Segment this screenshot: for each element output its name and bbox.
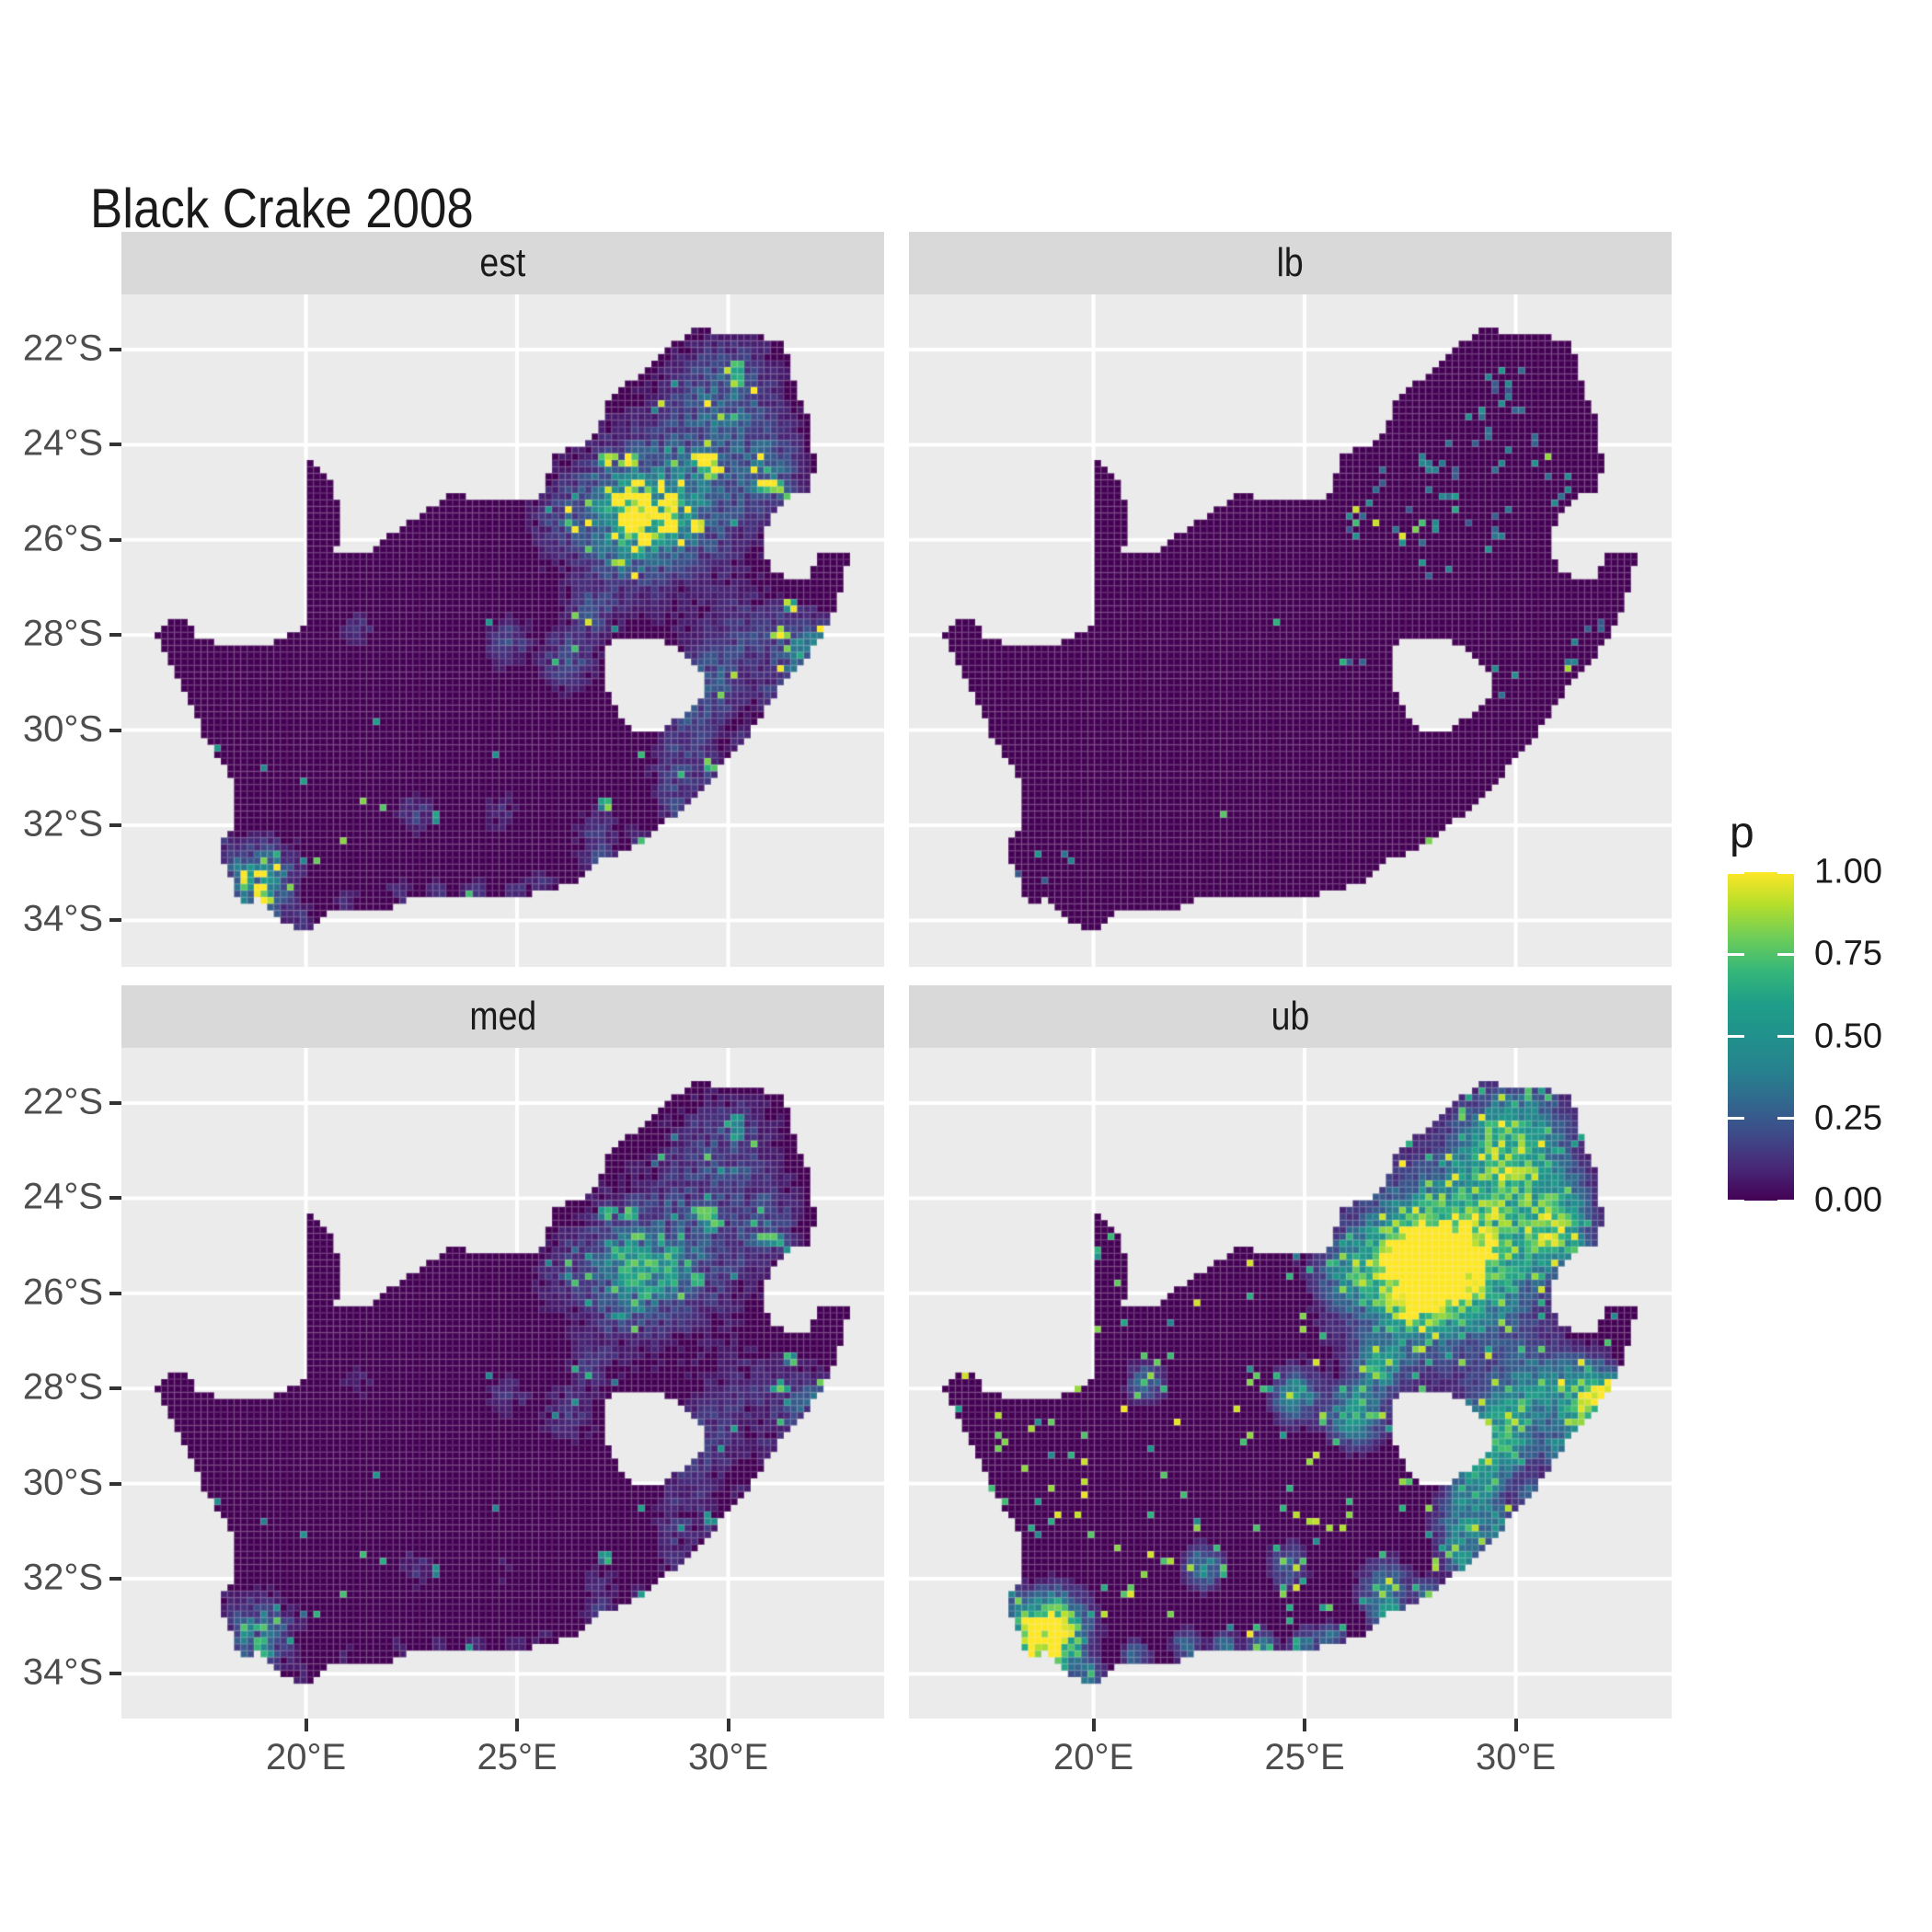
- legend-title: p: [1730, 809, 1754, 857]
- legend-colorbar-tick: [1728, 870, 1744, 874]
- y-axis-tick-mark: [109, 1481, 121, 1486]
- legend-tick-label: 1.00: [1814, 852, 1882, 891]
- y-axis-tick-mark: [109, 728, 121, 732]
- y-axis-tick-mark: [109, 1196, 121, 1201]
- legend-colorbar-tick: [1777, 952, 1794, 956]
- y-axis-tick-label: 34°S: [22, 898, 103, 939]
- legend-tick-label: 0.00: [1814, 1180, 1882, 1220]
- facet-strip-med: med: [121, 985, 884, 1048]
- panel-med: [121, 1048, 884, 1719]
- legend-colorbar-tick: [1728, 952, 1744, 956]
- panel-lb: [909, 294, 1672, 967]
- legend-tick-label: 0.50: [1814, 1017, 1882, 1055]
- y-axis-tick-mark: [109, 1291, 121, 1295]
- y-axis-tick-label: 30°S: [22, 708, 103, 750]
- facet-strip-est: est: [121, 232, 884, 294]
- map-canvas-ub: [909, 1048, 1672, 1719]
- y-axis-tick-mark: [109, 537, 121, 542]
- y-axis-tick-label: 26°S: [22, 518, 103, 559]
- legend-colorbar-tick: [1777, 870, 1794, 874]
- legend-tick-label: 0.25: [1814, 1098, 1882, 1138]
- facet-strip-label-lb: lb: [1276, 240, 1305, 285]
- facet-strip-lb: lb: [909, 232, 1672, 294]
- map-canvas-lb: [909, 294, 1672, 967]
- plot-title: Black Crake 2008: [90, 178, 474, 239]
- legend-colorbar-tick: [1728, 1035, 1744, 1038]
- facet-strip-label-med: med: [469, 994, 536, 1039]
- y-axis-tick-mark: [109, 822, 121, 827]
- y-axis-tick-label: 30°S: [22, 1462, 103, 1503]
- y-axis-tick-label: 34°S: [22, 1651, 103, 1693]
- y-axis-tick-mark: [109, 347, 121, 351]
- x-axis-tick-mark: [1091, 1719, 1096, 1731]
- y-axis-tick-label: 28°S: [22, 613, 103, 654]
- y-axis-tick-label: 24°S: [22, 422, 103, 464]
- facet-strip-label-ub: ub: [1271, 994, 1310, 1039]
- legend-tick-label: 0.75: [1814, 934, 1882, 973]
- x-axis-tick-label: 30°E: [1475, 1737, 1557, 1777]
- x-axis-tick-label: 20°E: [265, 1737, 347, 1777]
- y-axis-tick-label: 22°S: [22, 328, 103, 369]
- legend-colorbar-tick: [1777, 1117, 1794, 1121]
- y-axis-tick-label: 22°S: [22, 1081, 103, 1122]
- y-axis-tick-mark: [109, 1576, 121, 1581]
- panel-est: [121, 294, 884, 967]
- y-axis-tick-label: 24°S: [22, 1176, 103, 1217]
- x-axis-tick-mark: [726, 1719, 730, 1731]
- legend-colorbar-tick: [1777, 1035, 1794, 1038]
- x-axis-tick-label: 25°E: [477, 1737, 558, 1777]
- facet-strip-ub: ub: [909, 985, 1672, 1048]
- legend-colorbar-tick: [1728, 1117, 1744, 1121]
- x-axis-tick-mark: [1513, 1719, 1518, 1731]
- x-axis-tick-mark: [304, 1719, 308, 1731]
- y-axis-tick-label: 32°S: [22, 803, 103, 845]
- y-axis-tick-mark: [109, 1386, 121, 1391]
- y-axis-tick-mark: [109, 1100, 121, 1105]
- map-canvas-med: [121, 1048, 884, 1719]
- x-axis-tick-mark: [1303, 1719, 1307, 1731]
- facet-strip-label-est: est: [479, 240, 526, 285]
- x-axis-tick-label: 20°E: [1052, 1737, 1134, 1777]
- y-axis-tick-label: 32°S: [22, 1557, 103, 1598]
- y-axis-tick-mark: [109, 918, 121, 923]
- legend-colorbar-tick: [1777, 1199, 1794, 1202]
- panel-ub: [909, 1048, 1672, 1719]
- x-axis-tick-label: 25°E: [1264, 1737, 1345, 1777]
- y-axis-tick-label: 28°S: [22, 1366, 103, 1408]
- y-axis-tick-mark: [109, 1672, 121, 1676]
- y-axis-tick-label: 26°S: [22, 1271, 103, 1313]
- x-axis-tick-label: 30°E: [687, 1737, 769, 1777]
- legend-colorbar-tick: [1728, 1199, 1744, 1202]
- y-axis-tick-mark: [109, 633, 121, 638]
- y-axis-tick-mark: [109, 443, 121, 447]
- x-axis-tick-mark: [515, 1719, 520, 1731]
- map-canvas-est: [121, 294, 884, 967]
